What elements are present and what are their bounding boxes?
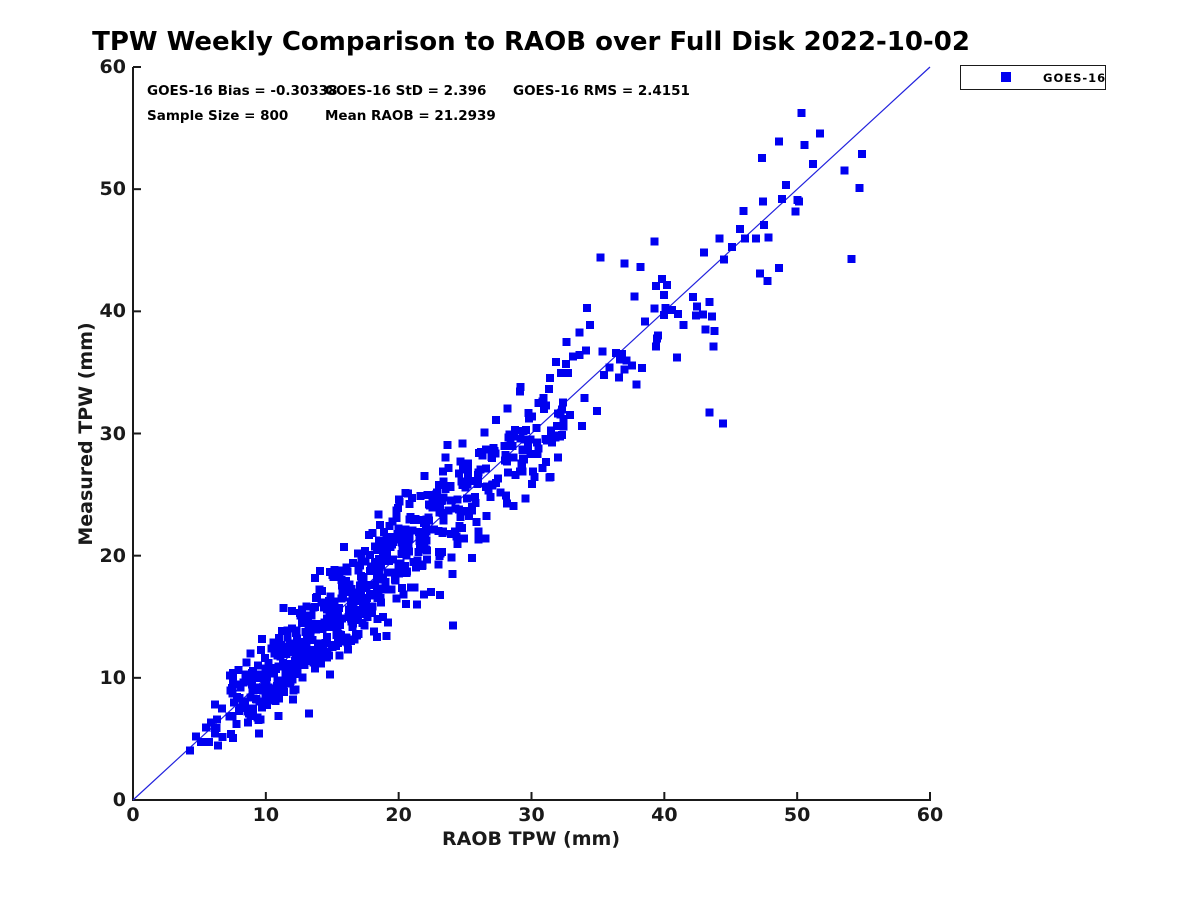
stat-sample-size: Sample Size = 800 <box>147 108 289 124</box>
x-axis-label: RAOB TPW (mm) <box>441 828 621 850</box>
y-tick-label: 60 <box>99 56 126 78</box>
x-tick-label: 60 <box>916 804 944 826</box>
y-tick-label: 20 <box>99 544 126 567</box>
x-tick-label: 0 <box>126 804 140 826</box>
y-tick-label: 30 <box>99 422 126 445</box>
stat-std: GOES-16 StD = 2.396 <box>325 83 487 99</box>
y-tick-label: 10 <box>99 666 126 689</box>
axes <box>132 66 931 801</box>
x-tick-label: 40 <box>651 804 678 826</box>
x-tick-label: 30 <box>518 804 545 826</box>
x-tick-label: 50 <box>783 804 811 826</box>
y-tick-label: 50 <box>99 178 126 201</box>
x-tick-label: 20 <box>385 804 412 826</box>
x-tick-label: 10 <box>252 804 280 826</box>
chart-title: TPW Weekly Comparison to RAOB over Full … <box>92 27 970 57</box>
stat-mean-raob: Mean RAOB = 21.2939 <box>325 108 496 124</box>
legend-marker-square-icon <box>1001 72 1011 82</box>
scatter-series-goes16 <box>186 108 866 755</box>
stat-bias: GOES-16 Bias = -0.30338 <box>147 83 338 99</box>
y-tick-label: 0 <box>112 789 126 811</box>
legend: GOES-16 <box>960 65 1106 90</box>
legend-entry-label: GOES-16 <box>1043 71 1107 85</box>
y-tick-label: 40 <box>99 300 126 323</box>
stat-rms: GOES-16 RMS = 2.4151 <box>513 83 690 99</box>
